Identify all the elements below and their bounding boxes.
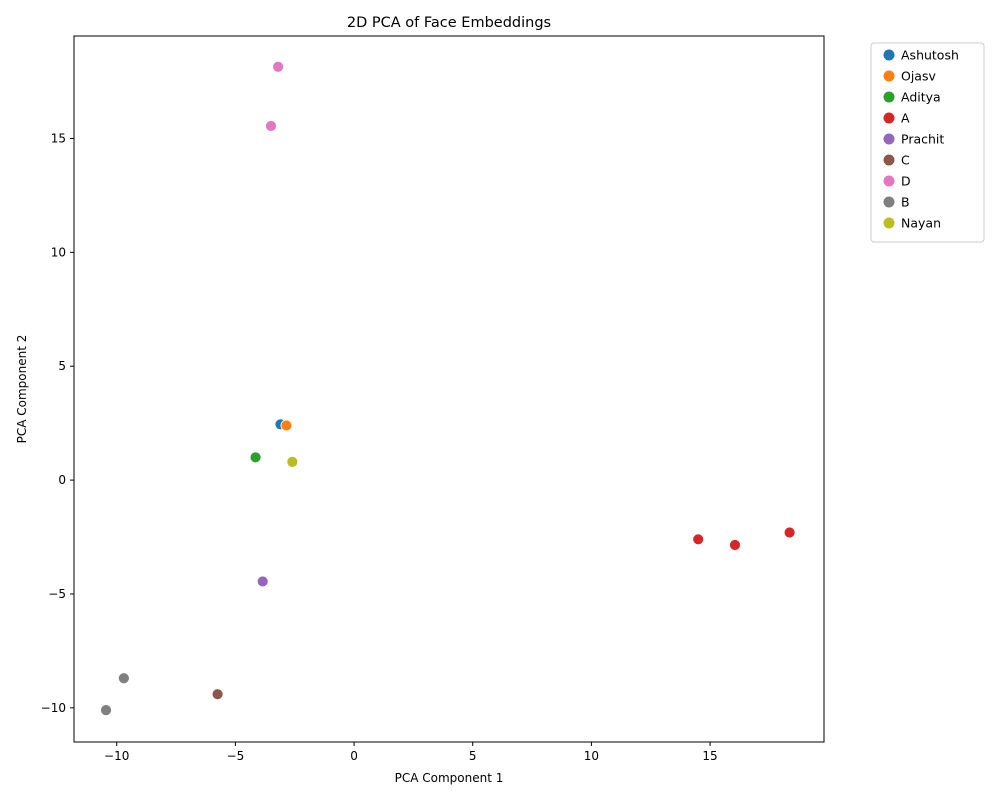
data-point-c: [211, 688, 224, 701]
data-point-nayan: [286, 455, 299, 468]
data-point-b: [117, 672, 130, 685]
legend-marker: [883, 196, 895, 208]
data-point-a: [783, 526, 796, 539]
x-tick-label: 5: [469, 749, 477, 763]
legend-label: Nayan: [901, 216, 941, 231]
data-point-d: [272, 60, 285, 73]
data-point-ojasv: [280, 419, 293, 432]
y-tick-label: −10: [41, 701, 66, 715]
legend-label: C: [901, 153, 910, 168]
plot-frame: [73, 35, 825, 743]
x-tick-label: 10: [584, 749, 599, 763]
legend-label: Aditya: [901, 90, 941, 105]
y-tick-label: 15: [51, 131, 66, 145]
legend-marker: [883, 70, 895, 82]
y-axis: −10 −5 0 5 10 15: [41, 131, 74, 715]
data-point-b: [100, 704, 112, 717]
legend-marker: [883, 154, 895, 166]
legend-label: Prachit: [901, 132, 944, 147]
legend-label: B: [901, 195, 910, 210]
legend-marker: [883, 49, 895, 61]
legend-label: Ashutosh: [901, 48, 959, 63]
legend: Ashutosh Ojasv Aditya A Prachit CDB Nayan: [870, 42, 985, 243]
y-tick-label: 5: [58, 359, 66, 373]
data-point-aditya: [249, 451, 262, 464]
plot-area: [100, 60, 796, 717]
legend-marker: [883, 112, 895, 124]
data-point-prachit: [256, 575, 269, 588]
legend-box: [870, 42, 985, 243]
legend-marker: [883, 91, 895, 103]
data-point-d: [265, 120, 277, 132]
legend-label: A: [901, 111, 910, 126]
x-tick-label: 0: [350, 749, 358, 763]
x-tick-label: −10: [104, 749, 129, 763]
x-tick-label: −5: [227, 749, 245, 763]
y-tick-label: 10: [51, 245, 66, 259]
x-axis: −10 −5 0 5 10 15: [104, 742, 718, 763]
legend-marker: [883, 175, 895, 187]
y-tick-label: 0: [58, 473, 66, 487]
legend-marker: [883, 133, 895, 145]
legend-label: D: [901, 174, 911, 189]
legend-marker: [883, 217, 895, 229]
y-axis-label: PCA Component 2: [15, 335, 29, 444]
y-tick-label: −5: [48, 587, 66, 601]
x-tick-label: 15: [702, 749, 717, 763]
legend-label: Ojasv: [901, 69, 936, 84]
chart-title: 2D PCA of Face Embeddings: [347, 15, 551, 31]
data-point-a: [692, 533, 705, 546]
data-point-a: [729, 539, 741, 551]
x-axis-label: PCA Component 1: [395, 771, 504, 785]
